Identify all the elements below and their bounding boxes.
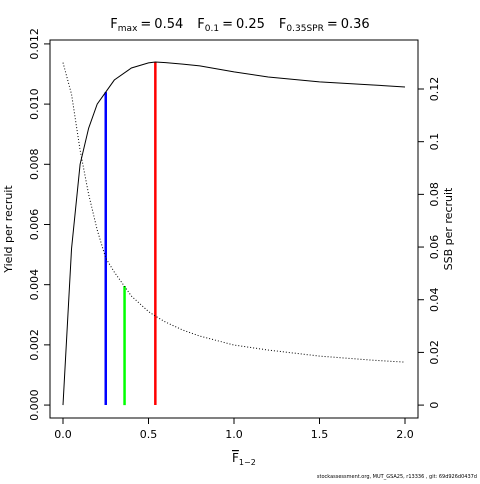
y2-axis-label: SSB per recruit xyxy=(442,187,455,270)
y2-tick-label: 0.1 xyxy=(428,133,441,151)
title-subscript: 0.35SPR xyxy=(286,24,323,34)
y-tick-label: 0.000 xyxy=(28,389,41,421)
title-value: 0.25 xyxy=(236,17,265,32)
title-symbol: F xyxy=(110,17,117,32)
footer: stockassessment.org, MUT_GSA25, r13336 ,… xyxy=(317,474,477,480)
title-relation: = xyxy=(327,17,338,32)
y-tick-label: 0.012 xyxy=(28,28,41,60)
title-subscript: max xyxy=(118,24,138,34)
series-line xyxy=(62,61,406,406)
x-tick-label: 1.5 xyxy=(311,428,329,441)
y-tick-label: 0.008 xyxy=(28,149,41,181)
y2-tick-label: 0.12 xyxy=(428,77,441,102)
x-tick-label: 0.0 xyxy=(54,428,72,441)
y2-tick-label: 0.06 xyxy=(428,235,441,259)
y-tick-label: 0.002 xyxy=(28,329,41,361)
y2-tick-label: 0.08 xyxy=(428,182,441,207)
title-relation: = xyxy=(140,17,151,32)
y-tick-label: 0.004 xyxy=(28,269,41,301)
x-label-subscript: 1−2 xyxy=(239,458,256,467)
title-value: 0.36 xyxy=(341,17,370,32)
x-label-symbol: F xyxy=(232,451,239,465)
x-tick-label: 1.0 xyxy=(225,428,243,441)
y-tick-label: 0.006 xyxy=(28,209,41,241)
title-value: 0.54 xyxy=(154,17,183,32)
chart-title: Fmax = 0.54 F0.1 = 0.25 F0.35SPR = 0.36 xyxy=(110,17,369,34)
title-relation: = xyxy=(222,17,233,32)
series-line xyxy=(62,62,406,363)
title-subscript: 0.1 xyxy=(205,24,219,34)
y-tick-label: 0.010 xyxy=(28,88,41,120)
y2-tick-label: 0.04 xyxy=(428,287,441,312)
y2-tick-label: 0.02 xyxy=(428,340,441,365)
x-tick-label: 2.0 xyxy=(396,428,414,441)
y-axis-label: Yield per recruit xyxy=(2,185,15,274)
x-tick-label: 0.5 xyxy=(140,428,158,441)
x-axis-label: F1−2 xyxy=(232,451,256,467)
y2-tick-label: 0 xyxy=(428,402,441,409)
title-symbol: F xyxy=(197,17,204,32)
title-symbol: F xyxy=(279,17,286,32)
